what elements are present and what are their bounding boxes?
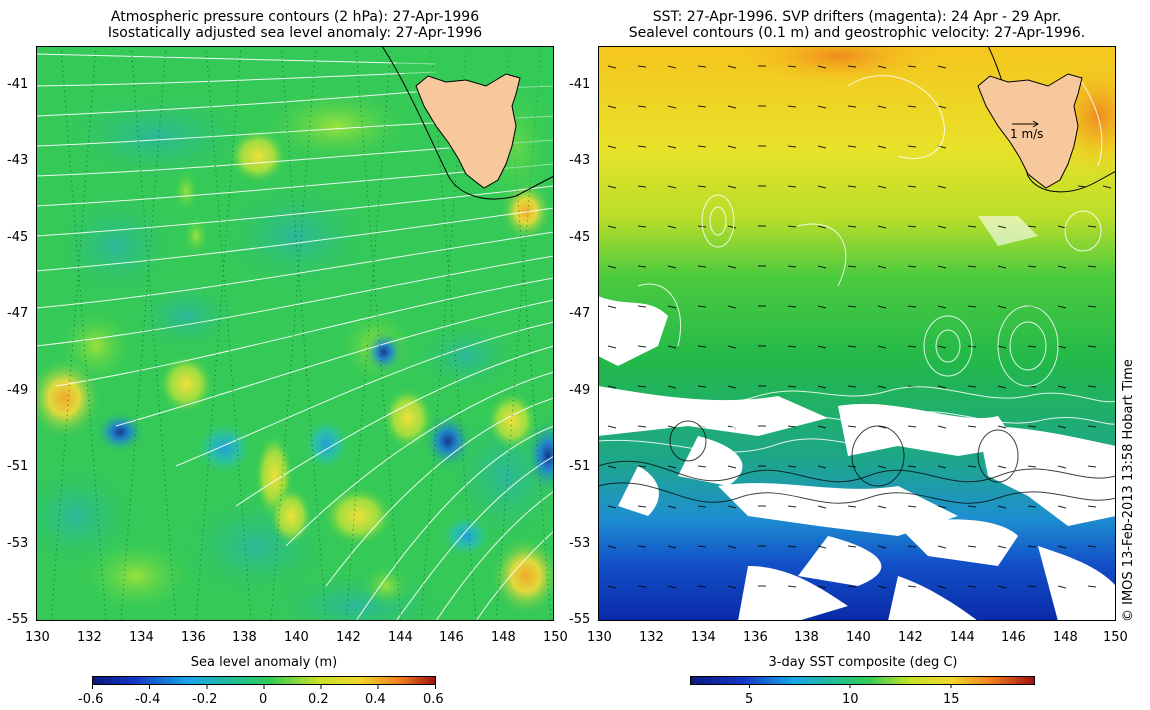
left-lon-tick: 146 [439, 630, 464, 645]
left-lat-tick: -55 [7, 612, 29, 627]
left-lat-tick: -47 [7, 306, 29, 321]
left-lon-tick: 132 [77, 630, 102, 645]
left-colorbar-tick: 0.2 [308, 692, 329, 707]
left-colorbar-title: Sea level anomaly (m) [190, 655, 338, 670]
tasmania-land [415, 73, 521, 189]
right-colorbar-tick: 5 [745, 692, 754, 707]
left-lat-tick: -41 [7, 77, 29, 92]
right-lon-tick: 132 [639, 630, 664, 645]
right-lon-tick: 134 [691, 630, 716, 645]
right-lon-tick: 150 [1103, 630, 1128, 645]
right-colorbar [690, 676, 1035, 688]
right-lat-tick: -49 [569, 383, 591, 398]
right-lon-tick: 148 [1053, 630, 1078, 645]
left-lat-tick: -51 [7, 459, 29, 474]
right-lat-tick: -43 [569, 153, 591, 168]
right-lon-tick: 142 [898, 630, 923, 645]
left-colorbar-tick: 0.4 [365, 692, 386, 707]
right-lat-tick: -41 [569, 77, 591, 92]
left-lon-tick: 150 [543, 630, 568, 645]
left-lon-tick: 136 [181, 630, 206, 645]
right-lat-tick: -47 [569, 306, 591, 321]
left-lon-tick: 140 [284, 630, 309, 645]
left-lat-tick: -43 [7, 153, 29, 168]
left-lon-tick: 130 [25, 630, 50, 645]
right-lon-tick: 140 [846, 630, 871, 645]
left-colorbar-tick: 0.6 [423, 692, 444, 707]
left-title-line1: Atmospheric pressure contours (2 hPa): 2… [110, 9, 480, 25]
left-colorbar-tick: -0.2 [192, 692, 218, 707]
left-lon-tick: 134 [129, 630, 154, 645]
right-title-line2: Sealevel contours (0.1 m) and geostrophi… [628, 25, 1086, 41]
right-colorbar-tick: 15 [943, 692, 960, 707]
right-colorbar-title: 3-day SST composite (deg C) [768, 655, 958, 670]
right-lat-tick: -45 [569, 230, 591, 245]
left-colorbar-tick: -0.4 [135, 692, 161, 707]
right-colorbar-tick: 10 [842, 692, 859, 707]
left-colorbar-tick: -0.6 [78, 692, 104, 707]
left-colorbar [92, 676, 436, 689]
right-lat-tick: -55 [569, 612, 591, 627]
left-lat-tick: -53 [7, 536, 29, 551]
left-lon-tick: 148 [491, 630, 516, 645]
sst-map: 1 m/s [598, 46, 1116, 621]
left-lon-tick: 144 [388, 630, 413, 645]
velocity-scale-label: 1 m/s [1010, 127, 1043, 141]
velocity-scale-arrow [1012, 120, 1039, 128]
right-lat-tick: -51 [569, 459, 591, 474]
left-title: Atmospheric pressure contours (2 hPa): 2… [36, 9, 554, 41]
right-lon-tick: 130 [587, 630, 612, 645]
left-lat-tick: -45 [7, 230, 29, 245]
right-lon-tick: 136 [743, 630, 768, 645]
right-title: SST: 27-Apr-1996. SVP drifters (magenta)… [598, 9, 1116, 41]
left-lon-tick: 138 [232, 630, 257, 645]
right-lon-tick: 144 [950, 630, 975, 645]
left-title-line2: Isostatically adjusted sea level anomaly… [107, 25, 483, 41]
left-lon-tick: 142 [336, 630, 361, 645]
left-colorbar-tick: 0 [259, 692, 268, 707]
right-title-line1: SST: 27-Apr-1996. SVP drifters (magenta)… [652, 9, 1062, 25]
right-lon-tick: 138 [794, 630, 819, 645]
sea-level-anomaly-map [36, 46, 554, 621]
imos-credit: © IMOS 13-Feb-2013 13:58 Hobart Time [1121, 359, 1136, 622]
right-lat-tick: -53 [569, 536, 591, 551]
right-lon-tick: 146 [1001, 630, 1026, 645]
tasmania-land [977, 73, 1083, 189]
left-lat-tick: -49 [7, 383, 29, 398]
